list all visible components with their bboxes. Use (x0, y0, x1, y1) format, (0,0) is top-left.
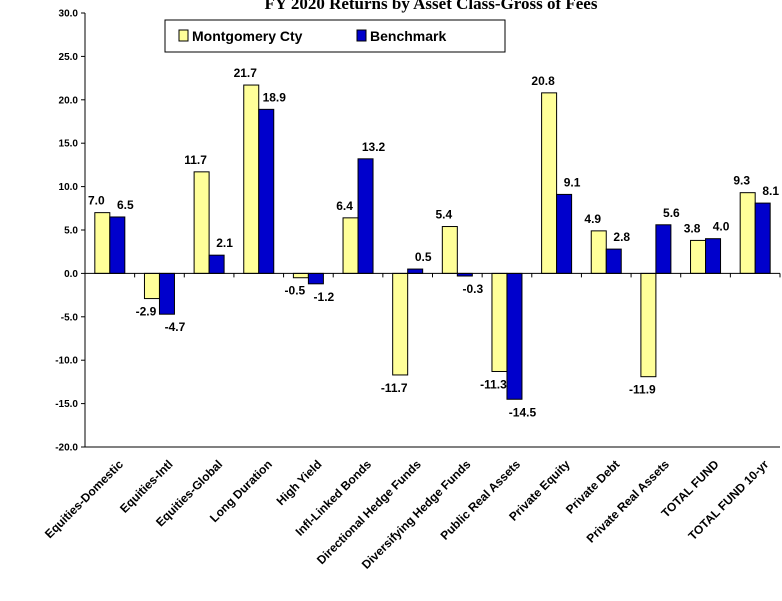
data-label: -11.7 (381, 381, 408, 395)
bar-benchmark (109, 216, 126, 274)
data-label: -1.2 (314, 290, 335, 304)
data-label: -11.9 (629, 383, 656, 397)
legend-label-montgomery: Montgomery Cty (192, 28, 303, 44)
data-label: 11.7 (184, 153, 207, 167)
data-label: -4.7 (165, 320, 186, 334)
y-tick-label: 25.0 (59, 52, 79, 63)
bar-montgomery (392, 272, 409, 376)
legend-swatch-benchmark (356, 29, 367, 42)
y-tick-label: -5.0 (61, 312, 79, 323)
plot-area: 30.0 25.0 20.0 15.0 10.0 5.0 0.0 -5.0 -10.0 -15.0… (42, 9, 781, 572)
data-label: -14.5 (509, 405, 537, 419)
bar-benchmark (158, 272, 175, 315)
y-tick-label: 10.0 (59, 182, 79, 193)
data-label: -0.3 (462, 282, 483, 296)
bar-montgomery (690, 239, 707, 274)
bar-benchmark (307, 272, 324, 285)
y-tick-label: 30.0 (59, 9, 79, 20)
data-label: 13.2 (362, 140, 386, 154)
bar-montgomery (193, 171, 210, 274)
category-label: Equities-Domestic (42, 457, 126, 541)
data-label: 2.8 (613, 230, 630, 244)
bar-benchmark (407, 268, 424, 274)
bar-benchmark (258, 108, 275, 274)
bar-montgomery (243, 84, 260, 274)
legend: Montgomery Cty Benchmark (164, 19, 506, 53)
y-tick-label: -10.0 (55, 356, 78, 367)
bar-benchmark (208, 254, 225, 274)
legend-label-benchmark: Benchmark (370, 28, 446, 44)
bar-benchmark (605, 248, 622, 274)
data-label: 6.5 (117, 198, 134, 212)
data-label: 8.1 (762, 184, 779, 198)
legend-box (164, 19, 506, 53)
bar-benchmark (705, 238, 722, 274)
category-label: Private Real Assets (584, 457, 673, 546)
bar-montgomery (292, 272, 309, 279)
bar-montgomery (640, 272, 657, 378)
bar-montgomery (342, 217, 359, 274)
data-label: 4.0 (713, 220, 730, 234)
y-tick-label: 5.0 (64, 226, 78, 237)
bar-montgomery (541, 92, 558, 274)
bar-benchmark (556, 193, 573, 274)
bar-montgomery (491, 272, 508, 372)
category-label: High Yield (274, 457, 325, 508)
data-label: 2.1 (216, 236, 233, 250)
data-label: 9.3 (733, 174, 750, 188)
data-label: 4.9 (584, 212, 601, 226)
bar-montgomery (143, 272, 160, 300)
y-tick-label: 15.0 (59, 139, 79, 150)
data-label: 9.1 (564, 175, 581, 189)
data-label: 0.5 (415, 250, 432, 264)
data-label: -2.9 (136, 305, 157, 319)
data-label: 7.0 (88, 194, 105, 208)
y-tick-label: 0.0 (64, 269, 78, 280)
data-label: -11.3 (480, 377, 507, 391)
data-label: -0.5 (285, 284, 306, 298)
bar-benchmark (506, 272, 523, 400)
bar-benchmark (655, 224, 672, 274)
data-label: 5.6 (663, 206, 680, 220)
data-label: 20.8 (531, 74, 555, 88)
y-tick-label: 20.0 (59, 95, 79, 106)
data-label: 5.4 (435, 208, 452, 222)
bar-benchmark (357, 158, 374, 274)
data-label: 3.8 (684, 221, 701, 235)
bar-montgomery (94, 212, 111, 274)
data-label: 18.9 (263, 90, 287, 104)
bar-montgomery (739, 192, 756, 274)
y-tick-label: -15.0 (55, 399, 78, 410)
bar-montgomery (441, 226, 458, 274)
y-tick-label: -20.0 (55, 443, 78, 454)
bar-benchmark (754, 202, 771, 274)
data-label: 21.7 (234, 66, 258, 80)
legend-swatch-montgomery (178, 29, 189, 42)
bar-montgomery (590, 230, 607, 274)
chart-title: FY 2020 Returns by Asset Class-Gross of … (265, 0, 598, 13)
data-label: 6.4 (336, 199, 353, 213)
